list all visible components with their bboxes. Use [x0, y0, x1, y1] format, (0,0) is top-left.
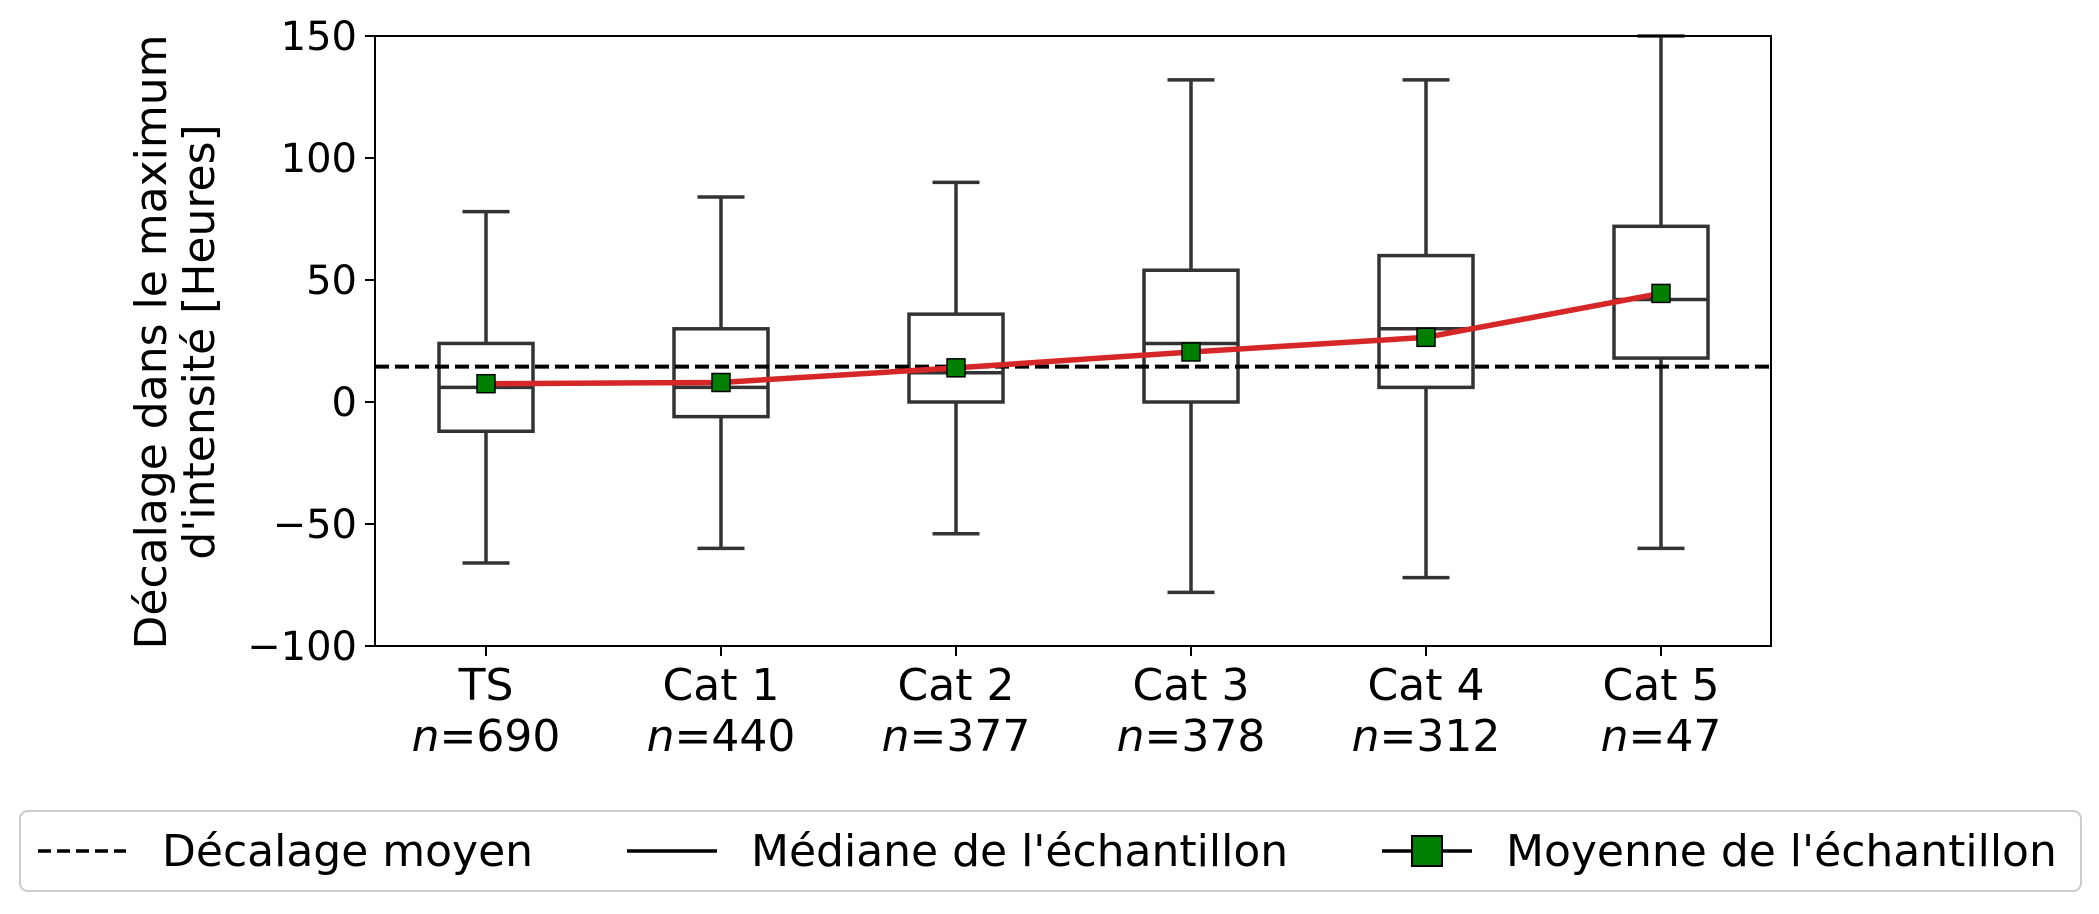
y-tick-label: 0: [332, 380, 357, 426]
legend-frame: [19, 810, 2082, 892]
x-tick-label: Cat 5: [1603, 660, 1720, 711]
mean-marker: [1416, 327, 1436, 348]
y-tick-label: 50: [306, 258, 357, 304]
sample-size-label: n=312: [1352, 711, 1501, 762]
y-axis-title: Décalage dans le maximum d'intensité [He…: [126, 35, 225, 650]
box-series: [437, 34, 1710, 595]
y-axis-ticks: −100 −50 0 50 100 150: [247, 14, 375, 670]
box-body: [1377, 253, 1475, 390]
box-body: [907, 312, 1005, 404]
x-tick-label: Cat 4: [1368, 660, 1485, 711]
sample-size-label: n=377: [882, 711, 1031, 762]
box-body: [1142, 268, 1240, 404]
x-axis-ticks: TSn=690 Cat 1n=440 Cat 2n=377 Cat 3n=378 Cat…: [412, 646, 1722, 762]
y-tick-label: 100: [281, 136, 357, 182]
legend-label-mean-shift: Décalage moyen: [162, 826, 533, 877]
x-tick-label: Cat 1: [663, 660, 780, 711]
box-item: [1142, 78, 1240, 595]
legend-label-mean: Moyenne de l'échantillon: [1506, 826, 2057, 877]
sample-size-label: n=690: [412, 711, 561, 762]
y-tick-label: 150: [281, 14, 357, 60]
box-item: [672, 195, 770, 551]
y-tick-label: −100: [247, 624, 357, 670]
y-tick-label: −50: [273, 502, 357, 548]
box-item: [437, 209, 535, 565]
mean-trend-line: [483, 290, 1664, 387]
x-tick-label: Cat 2: [898, 660, 1015, 711]
box-item: [907, 180, 1005, 536]
mean-marker: [946, 358, 966, 378]
mean-marker: [711, 372, 731, 393]
y-axis-title-line-1: Décalage dans le maximum: [126, 35, 177, 650]
box-body: [672, 327, 770, 419]
box-body: [1612, 224, 1710, 360]
mean-marker: [1651, 283, 1671, 304]
plot-area-frame: [374, 35, 1772, 647]
mean-marker: [1181, 342, 1201, 362]
sample-size-label: n=378: [1117, 711, 1266, 762]
sample-size-label: n=47: [1601, 711, 1722, 762]
x-tick-label: Cat 3: [1133, 660, 1250, 711]
sample-size-label: n=440: [647, 711, 796, 762]
x-tick-label: TS: [458, 660, 514, 711]
legend: Décalage moyen Médiane de l'échantillon …: [19, 810, 2082, 892]
mean-series: [476, 283, 1671, 394]
legend-mean-marker-swatch: [1411, 835, 1443, 867]
legend-label-median: Médiane de l'échantillon: [751, 826, 1288, 877]
y-axis-title-line-2: d'intensité [Heures]: [174, 124, 225, 559]
mean-marker: [476, 373, 496, 394]
